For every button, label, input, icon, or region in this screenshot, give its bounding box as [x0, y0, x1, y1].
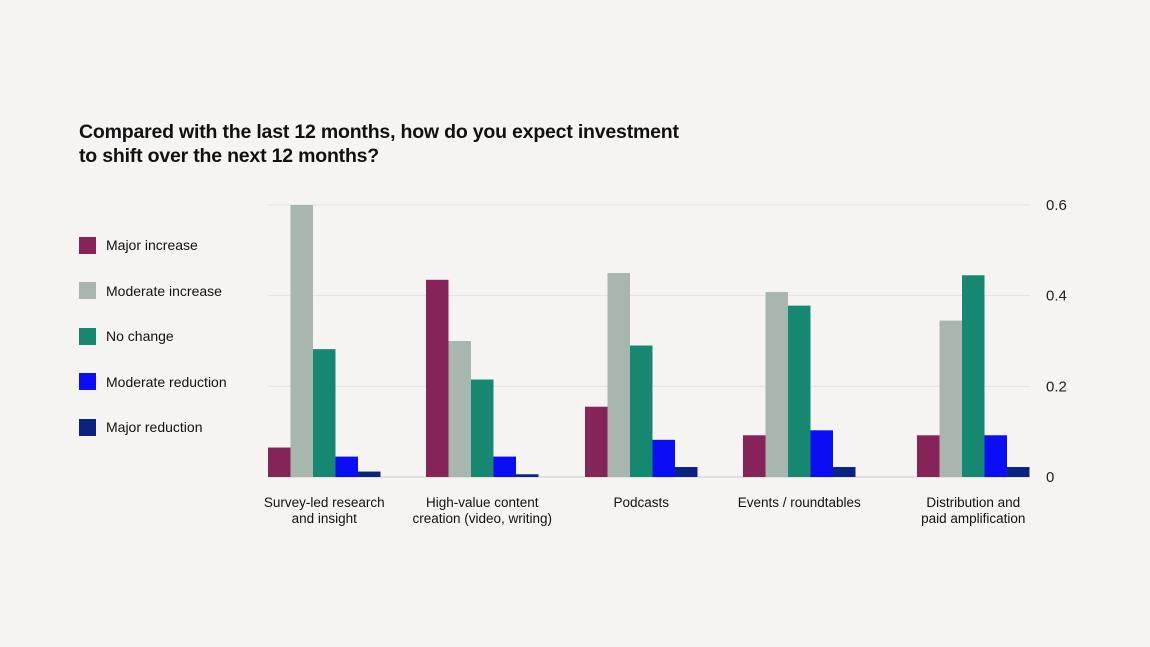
y-tick-label: 0.6	[1046, 197, 1067, 214]
bar	[493, 456, 516, 477]
legend-swatch	[79, 282, 96, 299]
chart-title-line-1: Compared with the last 12 months, how do…	[79, 121, 679, 143]
bar	[448, 341, 471, 477]
bar-group	[743, 292, 856, 477]
legend-item: Major increase	[79, 236, 227, 254]
bar	[984, 435, 1007, 477]
legend-item: No change	[79, 327, 227, 345]
bar	[426, 279, 449, 477]
bar	[313, 349, 336, 477]
bar-group	[585, 273, 698, 477]
bar	[268, 447, 291, 477]
bar	[962, 275, 985, 477]
bar	[1007, 467, 1030, 477]
legend-swatch	[79, 327, 96, 345]
bar-group	[917, 275, 1030, 477]
bar	[810, 430, 833, 477]
legend-label: Moderate increase	[106, 282, 222, 299]
bar	[675, 467, 698, 477]
bar	[630, 345, 653, 477]
y-tick-label: 0.4	[1046, 288, 1067, 305]
chart-title-line-2: to shift over the next 12 months?	[79, 145, 380, 167]
bar-group	[268, 205, 381, 477]
legend-label: Major reduction	[106, 419, 203, 435]
legend-label: No change	[106, 328, 174, 344]
x-category-label: High-value content creation (video, writi…	[412, 495, 552, 526]
bar	[917, 435, 940, 477]
bar	[765, 292, 788, 477]
bar-group	[426, 279, 539, 477]
x-category-label: Events / roundtables	[738, 495, 861, 510]
bar	[335, 456, 358, 477]
bar	[833, 467, 856, 477]
chart-legend: Major increase Moderate increase No change…	[79, 236, 227, 464]
legend-swatch	[79, 236, 96, 254]
legend-swatch	[79, 373, 96, 390]
x-category-label: Survey-led research and insight	[264, 495, 385, 526]
bar	[471, 379, 494, 477]
bar	[516, 474, 539, 477]
legend-label: Moderate reduction	[106, 373, 227, 390]
bar	[939, 320, 962, 477]
bar	[585, 406, 608, 477]
legend-swatch	[79, 418, 96, 436]
chart-title: Compared with the last 12 months, how do…	[79, 120, 779, 168]
bar	[607, 273, 630, 477]
bar	[743, 435, 766, 477]
y-tick-label: 0	[1046, 469, 1054, 486]
bar	[358, 471, 381, 477]
legend-item: Moderate increase	[79, 282, 227, 300]
x-category-label: Podcasts	[613, 495, 669, 510]
legend-item: Moderate reduction	[79, 373, 227, 391]
legend-label: Major increase	[106, 237, 198, 253]
bar	[788, 305, 811, 477]
y-tick-label: 0.2	[1046, 378, 1067, 395]
bar	[290, 205, 313, 477]
x-category-label: Distribution and paid amplification	[921, 495, 1025, 526]
legend-item: Major reduction	[79, 418, 227, 436]
bar	[652, 439, 675, 477]
